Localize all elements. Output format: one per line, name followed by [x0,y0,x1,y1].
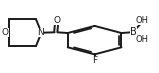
Text: O: O [53,16,60,25]
Text: OH: OH [136,35,149,44]
Text: OH: OH [136,16,149,25]
Text: O: O [2,28,9,37]
Text: N: N [37,28,44,37]
Text: F: F [92,56,97,65]
Text: B: B [130,27,137,37]
